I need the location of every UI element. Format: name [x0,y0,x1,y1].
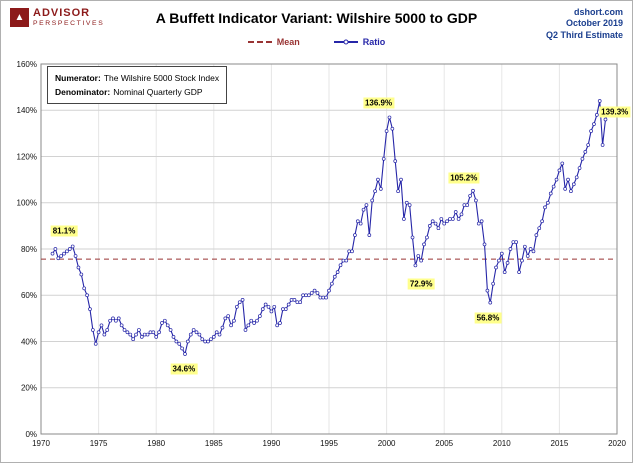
legend-ratio-label: Ratio [362,37,386,47]
svg-text:2010: 2010 [493,439,511,448]
svg-text:2015: 2015 [551,439,569,448]
logo-text: ADVISOR PERSPECTIVES [33,8,104,27]
source-block: dshort.com October 2019 Q2 Third Estimat… [546,7,623,41]
chart-legend: Mean Ratio [1,37,632,47]
logo-line2: PERSPECTIVES [33,19,105,27]
svg-text:2000: 2000 [378,439,396,448]
annotation-81.1%: 81.1% [50,225,78,236]
svg-text:20%: 20% [21,384,37,393]
mean-line-sample-icon [247,41,272,43]
legend-item-mean: Mean [247,37,300,47]
ratio-line-sample-icon [333,39,358,45]
svg-text:2020: 2020 [608,439,626,448]
svg-text:160%: 160% [17,60,37,69]
chart-area: 1970 1975 1980 1985 1990 1995 2000 2005 2010 2015… [1,57,632,457]
note-numerator-line: Numerator: The Wilshire 5000 Stock Index [55,71,219,85]
note-denominator-label: Denominator: [55,87,111,98]
svg-text:1995: 1995 [320,439,338,448]
source-estimate: Q2 Third Estimate [545,29,623,40]
svg-text:1970: 1970 [32,439,50,448]
annotation-139.3%: 139.3% [599,106,631,118]
note-denominator-text: Nominal Quarterly GDP [113,87,203,98]
legend-item-ratio: Ratio [333,37,386,47]
svg-text:2005: 2005 [435,439,453,448]
annotation-105.2%: 105.2% [448,172,480,184]
advisor-perspectives-logo: ▲ ADVISOR PERSPECTIVES [10,8,104,27]
svg-text:120%: 120% [17,152,37,161]
legend-mean-label: Mean [276,37,300,47]
svg-text:1985: 1985 [205,439,223,448]
source-site: dshort.com [573,7,623,17]
svg-text:140%: 140% [17,106,37,115]
page-title: A Buffett Indicator Variant: Wilshire 50… [155,10,478,26]
logo-triangle-icon: ▲ [10,8,29,27]
logo-line1: ADVISOR [33,7,91,20]
svg-text:100%: 100% [17,199,37,208]
svg-text:0%: 0% [25,430,37,439]
note-numerator-text: The Wilshire 5000 Stock Index [103,73,220,83]
note-denominator-line: Denominator: Nominal Quarterly GDP [55,85,219,99]
annotation-56.8%: 56.8% [474,312,502,324]
svg-text:1975: 1975 [90,439,108,448]
annotation-72.9%: 72.9% [407,278,435,290]
svg-text:80%: 80% [21,245,37,254]
chart-svg: 1970 1975 1980 1985 1990 1995 2000 2005 2010 2015… [17,60,627,448]
annotation-34.6%: 34.6% [170,363,198,375]
svg-text:40%: 40% [21,337,37,346]
ratio-marker-dot-icon [343,39,349,45]
note-numerator-label: Numerator: [55,73,101,83]
source-date: October 2019 [565,18,623,29]
svg-text:1980: 1980 [147,439,165,448]
note-box: Numerator: The Wilshire 5000 Stock Index … [47,66,228,105]
svg-text:60%: 60% [21,291,37,300]
svg-text:1990: 1990 [263,439,281,448]
annotation-136.9%: 136.9% [362,97,395,109]
